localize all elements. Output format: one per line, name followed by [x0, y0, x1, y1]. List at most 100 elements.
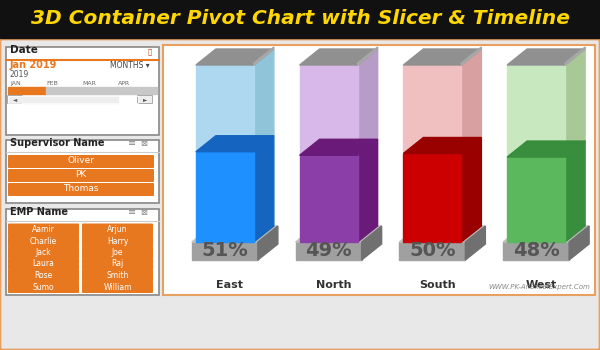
- Bar: [299, 155, 358, 242]
- Text: Joe: Joe: [112, 248, 123, 257]
- Text: ≡: ≡: [128, 138, 136, 148]
- Text: Thomas: Thomas: [63, 184, 99, 193]
- Bar: [106, 87, 157, 94]
- Bar: [0, 0, 600, 38]
- FancyBboxPatch shape: [163, 45, 595, 295]
- FancyBboxPatch shape: [8, 246, 79, 259]
- Text: 48%: 48%: [513, 240, 560, 259]
- Polygon shape: [565, 141, 585, 242]
- Text: Smith: Smith: [106, 271, 128, 280]
- Text: WWW.PK-AnExcelExpert.Com: WWW.PK-AnExcelExpert.Com: [488, 284, 590, 290]
- Text: Raj: Raj: [112, 259, 124, 268]
- Bar: [403, 154, 461, 242]
- Text: Date: Date: [10, 45, 38, 55]
- FancyBboxPatch shape: [82, 258, 153, 270]
- Polygon shape: [358, 139, 377, 242]
- Polygon shape: [299, 139, 377, 155]
- FancyBboxPatch shape: [8, 155, 154, 168]
- Text: EMP Name: EMP Name: [10, 207, 68, 217]
- Text: PK: PK: [76, 170, 86, 179]
- Polygon shape: [296, 226, 382, 242]
- Text: ⊠: ⊠: [140, 208, 147, 217]
- Polygon shape: [196, 49, 274, 65]
- Bar: [76, 87, 106, 94]
- Bar: [196, 152, 254, 242]
- Bar: [8, 96, 138, 103]
- Text: Aamir: Aamir: [32, 225, 55, 234]
- Text: William: William: [103, 282, 132, 292]
- Text: FEB: FEB: [46, 81, 58, 86]
- Bar: [503, 242, 569, 260]
- Polygon shape: [461, 49, 481, 154]
- Text: Sumo: Sumo: [32, 282, 55, 292]
- Text: Charlie: Charlie: [30, 237, 57, 245]
- Text: 2019: 2019: [10, 70, 29, 79]
- Text: 🔍: 🔍: [148, 48, 152, 55]
- Text: Rose: Rose: [34, 271, 53, 280]
- Polygon shape: [254, 49, 274, 152]
- Text: ⊠: ⊠: [140, 139, 147, 148]
- FancyBboxPatch shape: [8, 183, 154, 196]
- Text: North: North: [316, 280, 352, 290]
- Text: Arjun: Arjun: [107, 225, 128, 234]
- FancyBboxPatch shape: [6, 209, 159, 295]
- Text: 3D Container Pivot Chart with Slicer & Timeline: 3D Container Pivot Chart with Slicer & T…: [31, 9, 569, 28]
- FancyBboxPatch shape: [137, 96, 152, 104]
- Text: West: West: [526, 280, 557, 290]
- Text: South: South: [419, 280, 455, 290]
- FancyBboxPatch shape: [8, 224, 79, 236]
- FancyBboxPatch shape: [82, 235, 153, 247]
- Bar: [507, 157, 565, 242]
- Text: Oliver: Oliver: [67, 156, 95, 165]
- Text: MONTHS ▾: MONTHS ▾: [110, 61, 149, 70]
- Polygon shape: [403, 49, 481, 65]
- Text: APR: APR: [118, 81, 130, 86]
- Polygon shape: [400, 226, 485, 242]
- FancyBboxPatch shape: [6, 47, 159, 135]
- Polygon shape: [461, 47, 481, 65]
- Polygon shape: [403, 138, 481, 154]
- FancyBboxPatch shape: [8, 235, 79, 247]
- Text: ≡: ≡: [128, 207, 136, 217]
- FancyBboxPatch shape: [8, 258, 79, 270]
- Text: Laura: Laura: [32, 259, 55, 268]
- Text: Jack: Jack: [35, 248, 52, 257]
- Bar: [507, 65, 565, 157]
- Polygon shape: [466, 226, 485, 260]
- Polygon shape: [507, 141, 585, 157]
- Text: East: East: [217, 280, 244, 290]
- FancyBboxPatch shape: [82, 246, 153, 259]
- Text: 51%: 51%: [202, 240, 248, 259]
- Bar: [196, 65, 254, 152]
- FancyBboxPatch shape: [82, 224, 153, 236]
- Text: ◄: ◄: [13, 97, 17, 102]
- Bar: [400, 242, 466, 260]
- FancyBboxPatch shape: [8, 281, 79, 293]
- Bar: [46, 87, 76, 94]
- Polygon shape: [358, 49, 377, 155]
- Polygon shape: [358, 47, 377, 65]
- Polygon shape: [254, 136, 274, 242]
- Text: Jan 2019: Jan 2019: [10, 60, 58, 70]
- FancyBboxPatch shape: [8, 270, 79, 281]
- Polygon shape: [196, 136, 274, 152]
- Text: ►: ►: [143, 97, 147, 102]
- Polygon shape: [192, 226, 278, 242]
- Polygon shape: [461, 138, 481, 242]
- Text: MAR: MAR: [82, 81, 96, 86]
- Polygon shape: [258, 226, 278, 260]
- Polygon shape: [569, 226, 589, 260]
- Polygon shape: [503, 226, 589, 242]
- Bar: [299, 65, 358, 155]
- Bar: [8, 87, 46, 94]
- FancyBboxPatch shape: [7, 96, 23, 104]
- Polygon shape: [254, 47, 274, 65]
- FancyBboxPatch shape: [6, 140, 159, 203]
- Polygon shape: [362, 226, 382, 260]
- Polygon shape: [507, 49, 585, 65]
- FancyBboxPatch shape: [0, 39, 600, 350]
- Bar: [22, 96, 118, 103]
- Text: Harry: Harry: [107, 237, 128, 245]
- Text: 50%: 50%: [409, 240, 455, 259]
- Polygon shape: [565, 47, 585, 65]
